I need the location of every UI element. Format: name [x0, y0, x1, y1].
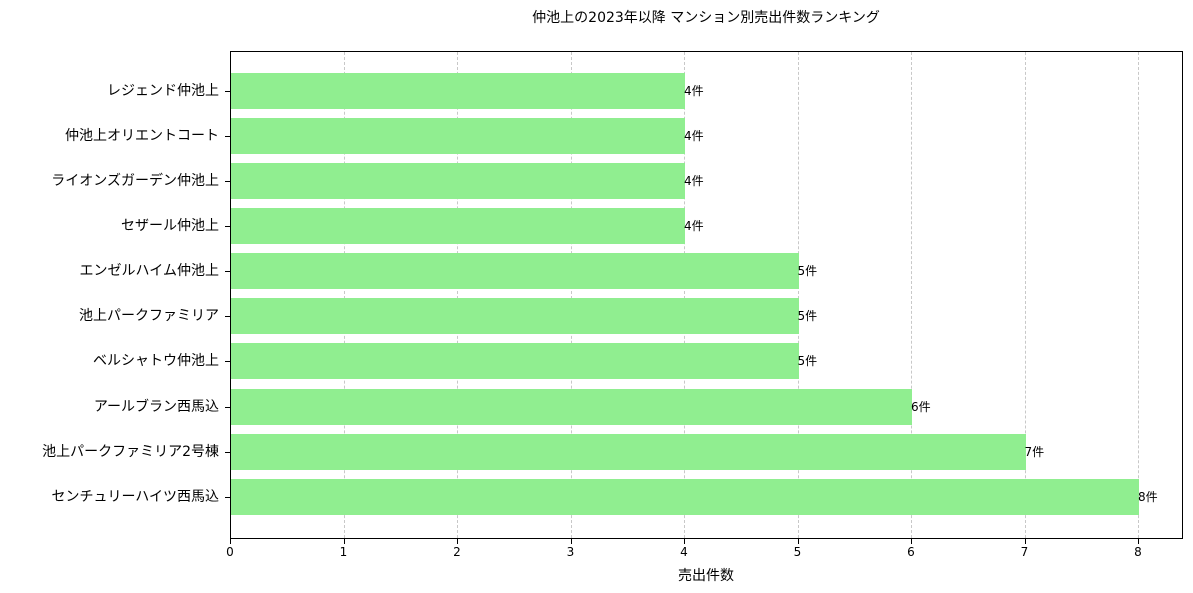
x-tick-label: 2 [453, 545, 461, 559]
y-tick-label: ベルシャトウ仲池上 [93, 353, 219, 369]
bar [231, 73, 685, 109]
x-tick [343, 539, 345, 544]
x-tick-label: 7 [1020, 545, 1029, 559]
x-tick [570, 539, 572, 544]
x-axis-label: 売出件数 [678, 568, 734, 584]
y-tick-label: 仲池上オリエントコート [65, 128, 219, 144]
bar [231, 343, 799, 379]
y-tick [225, 181, 230, 182]
x-tick-label: 0 [226, 545, 234, 559]
y-tick [225, 91, 230, 92]
y-tick [225, 136, 230, 137]
y-tick-label: アールブラン西馬込 [93, 399, 219, 415]
bar [231, 253, 799, 289]
bar [231, 163, 685, 199]
y-tick-label: 池上パークファミリア [79, 308, 219, 324]
bar [231, 479, 1139, 515]
chart-title: 仲池上の2023年以降 マンション別売出件数ランキング [532, 10, 880, 26]
bar [231, 208, 685, 244]
y-tick [225, 271, 230, 272]
y-tick [225, 452, 230, 453]
x-tick-label: 4 [680, 545, 688, 559]
x-tick [797, 539, 799, 544]
x-tick-label: 8 [1134, 545, 1142, 559]
y-tick [225, 497, 230, 498]
bar-value-label: 4件 [684, 219, 704, 233]
y-tick [225, 316, 230, 317]
bar-value-label: 7件 [1024, 445, 1045, 459]
bar-value-label: 6件 [911, 400, 931, 414]
bar-value-label: 5件 [797, 264, 818, 278]
x-gridline [343, 52, 345, 538]
bar [231, 298, 799, 334]
y-tick-label: ライオンズガーデン仲池上 [51, 173, 219, 189]
x-tick-label: 1 [339, 545, 348, 559]
bar [231, 389, 912, 425]
x-gridline [1024, 52, 1026, 538]
x-tick-label: 5 [793, 545, 802, 559]
bar-value-label: 4件 [684, 174, 704, 188]
y-tick-label: レジェンド仲池上 [107, 83, 219, 99]
x-tick [1024, 539, 1026, 544]
x-gridline [570, 52, 572, 538]
bar-value-label: 4件 [684, 84, 704, 98]
bar [231, 118, 685, 154]
y-tick-label: セザール仲池上 [121, 218, 219, 234]
x-gridline [1138, 52, 1139, 538]
x-tick [911, 539, 912, 544]
x-tick [457, 539, 458, 544]
x-tick [684, 539, 685, 544]
y-tick-label: エンゼルハイム仲池上 [79, 263, 219, 279]
x-gridline [911, 52, 912, 538]
y-tick [225, 226, 230, 227]
x-gridline [457, 52, 458, 538]
x-gridline [797, 52, 799, 538]
y-tick-label: センチュリーハイツ西馬込 [51, 489, 219, 505]
x-tick [1138, 539, 1139, 544]
bar [231, 434, 1026, 470]
bar-value-label: 4件 [684, 129, 704, 143]
plot-area [230, 51, 1183, 539]
bar-value-label: 8件 [1138, 490, 1158, 504]
y-tick-label: 池上パークファミリア2号棟 [42, 444, 219, 460]
y-tick [225, 407, 230, 408]
y-tick [225, 361, 230, 362]
bar-value-label: 5件 [797, 309, 818, 323]
x-gridline [684, 52, 685, 538]
x-tick-label: 3 [566, 545, 575, 559]
x-tick-label: 6 [907, 545, 915, 559]
bar-value-label: 5件 [797, 354, 818, 368]
x-tick [230, 539, 231, 544]
